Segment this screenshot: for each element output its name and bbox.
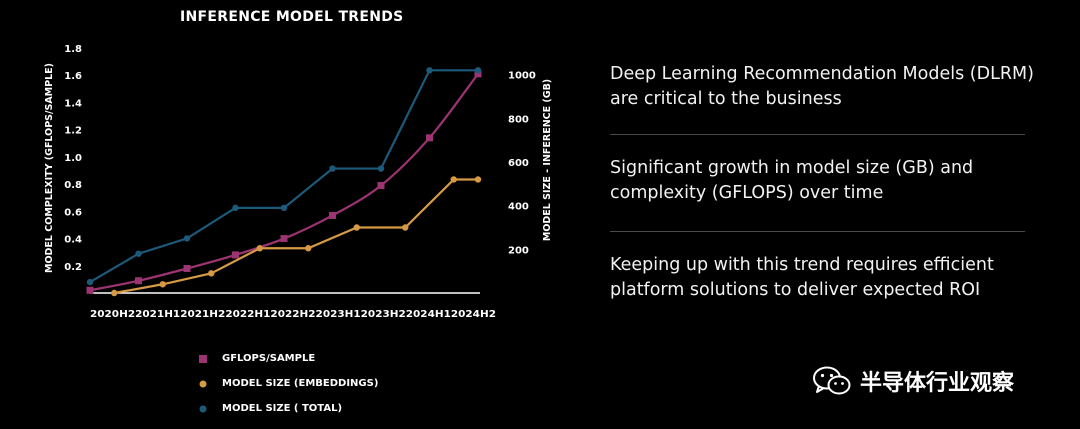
series-1-point [208,270,215,277]
series-0-point [280,235,288,243]
series-line-2 [89,69,478,284]
x-tick-label: 2024H1 [406,309,451,320]
y-right-tick-label: 600 [508,158,529,169]
series-0-point [135,277,142,285]
x-tick-labels: 2020H2 2021H1 2021H2 2022H1 2022H2 2023H1 2023… [90,309,496,320]
series-0-point [474,70,482,78]
y-left-tick-label: 1.4 [64,98,82,109]
legend-label-gflops: GFLOPS/SAMPLE [222,353,316,364]
chart-legend: GFLOPS/SAMPLE MODEL SIZE (EMBEDDINGS) MO… [198,346,378,421]
series-1-point [256,245,263,252]
series-0-point [426,134,433,142]
watermark-text: 半导体行业观察 [860,371,1015,396]
y-left-tick-label: 0.2 [64,262,82,273]
y-left-tick-label: 0.4 [64,235,82,246]
legend-item-embeddings: MODEL SIZE (EMBEDDINGS) [198,371,378,396]
x-tick-label: 2023H1 [316,309,361,320]
legend-marker-embeddings [199,380,207,387]
bullet-1: Deep Learning Recommendation Models (DLR… [610,64,1034,109]
series-1-point [450,176,457,183]
series-line-1 [114,178,478,295]
series-line-0 [89,73,479,292]
y-left-tick-label: 1.0 [64,153,82,164]
bullet-list: Deep Learning Recommendation Models (DLR… [610,62,1040,303]
y-left-tick-label: 1.6 [64,71,82,82]
bullet-3: Keeping up with this trend requires effi… [610,255,994,300]
series-0-point [329,211,336,219]
legend-label-total: MODEL SIZE ( TOTAL) [222,403,343,414]
x-tick-label: 2020H2 [90,309,135,320]
y-left-tick-label: 1.8 [64,44,82,55]
y-right-tick-label: 200 [508,245,529,256]
watermark: 半导体行业观察 [812,364,1014,398]
x-tick-label: 2024H2 [451,309,496,320]
legend-marker-gflops [199,354,207,363]
legend-label-embeddings: MODEL SIZE (EMBEDDINGS) [222,378,379,389]
legend-item-total: MODEL SIZE ( TOTAL) [198,396,378,421]
series-0-point [86,286,94,294]
x-tick-label: 2021H2 [180,309,225,320]
series-2-point [135,250,142,257]
series-2-point [232,204,239,212]
series-1-point [111,289,118,297]
x-tick-label: 2022H2 [270,309,315,320]
series-1-point [402,224,409,231]
x-tick-label: 2021H1 [135,309,180,320]
bullet-2: Significant growth in model size (GB) an… [610,158,974,203]
chart: 1.8 1.6 1.4 1.2 1.0 0.8 0.6 0.4 0.2 1000 800 600 400… [44,44,553,320]
series-2-point [474,67,482,74]
series-2-point [86,278,94,286]
legend-marker-total [199,405,207,412]
y-left-tick-label: 0.8 [64,180,82,191]
x-tick-label: 2022H1 [225,309,270,320]
wechat-icon [813,366,851,395]
y-right-tick-label: 1000 [508,71,536,82]
series-1-point [474,176,482,183]
y-left-tick-label: 0.6 [64,207,82,218]
x-tick-label: 2023H2 [361,309,406,320]
series-0-point [183,265,191,272]
series-2-point [280,204,288,212]
y-right-tick-label: 400 [508,202,529,213]
y-right-axis-label: MODEL SIZE - INFERENCE (GB) [542,79,553,241]
series-0-point [377,181,385,189]
series-1-point [159,281,166,288]
divider-1 [610,134,1025,135]
y-left-tick-label: 1.2 [64,126,82,137]
divider-2 [610,231,1025,232]
series-1-point [305,245,312,252]
chart-title: INFERENCE MODEL TRENDS [180,9,404,25]
series-2-point [377,165,385,172]
series-1-point [353,224,360,231]
series-2-point [426,67,433,74]
series-2-point [329,165,336,172]
y-left-axis-label: MODEL COMPLEXITY (GFLOPS/SAMPLE) [44,63,55,273]
series-2-point [183,235,191,242]
y-right-tick-label: 800 [508,114,529,125]
legend-item-gflops: GFLOPS/SAMPLE [198,346,378,371]
series-0-point [232,251,239,259]
